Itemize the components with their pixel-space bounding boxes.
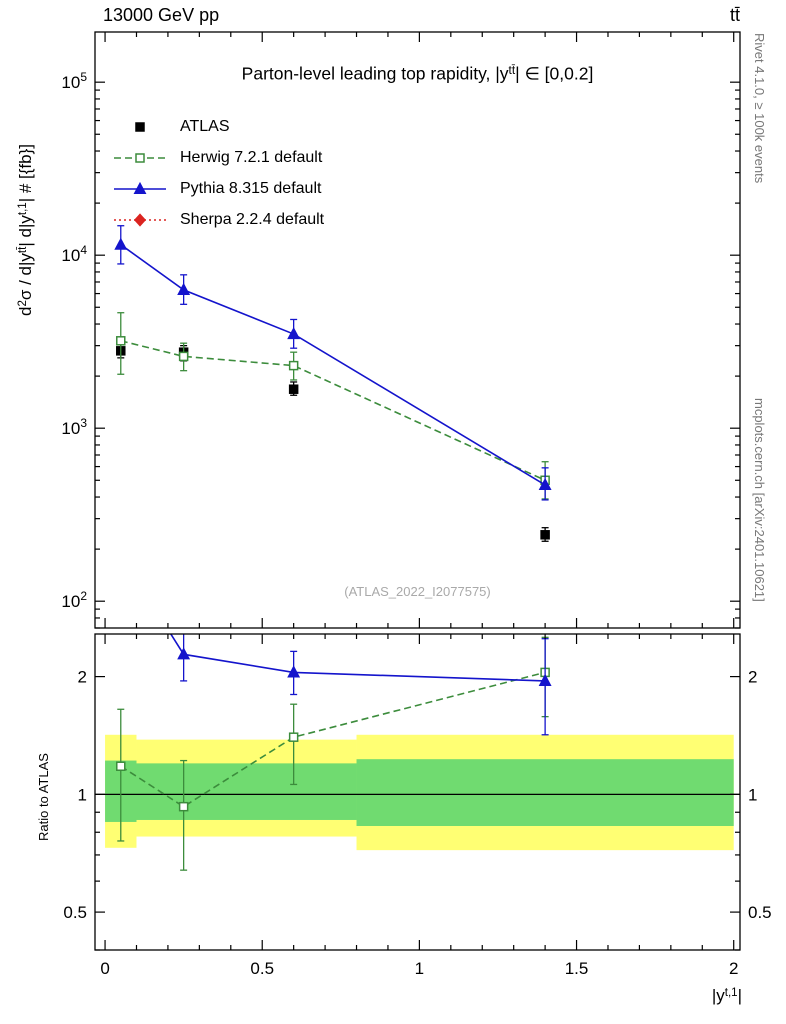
panel-ratio-frame: [94, 633, 741, 951]
svg-text:2: 2: [748, 668, 757, 687]
legend-item-pythia: Pythia 8.315 default: [112, 173, 324, 204]
x-axis-label: |yt,1|: [711, 986, 742, 1005]
panel-main-data: [114, 225, 552, 542]
stat-uncertainty-band: [136, 763, 357, 820]
analysis-id-watermark: (ATLAS_2022_I2077575): [344, 584, 491, 599]
svg-text:102: 102: [61, 589, 87, 611]
svg-text:2: 2: [78, 668, 87, 687]
plot-title-range: | ∈ [0,0.2]: [515, 63, 594, 84]
panel-ratio-data: [95, 634, 740, 871]
svg-text:0.5: 0.5: [63, 903, 87, 922]
svg-text:104: 104: [61, 243, 87, 265]
legend-item-herwig: Herwig 7.2.1 default: [112, 142, 324, 173]
svg-text:2: 2: [729, 959, 738, 978]
legend-item-sherpa: Sherpa 2.2.4 default: [112, 204, 324, 235]
plot-title-text: Parton-level leading top rapidity, |y: [241, 63, 509, 84]
stat-uncertainty-band: [356, 759, 734, 826]
svg-text:1: 1: [78, 785, 87, 804]
svg-text:0.5: 0.5: [748, 903, 772, 922]
plot-title: Parton-level leading top rapidity, |ytt̄…: [95, 63, 740, 84]
panel-main-frame: [94, 31, 741, 629]
svg-text:0.5: 0.5: [250, 959, 274, 978]
atlas-marker-icon: [135, 121, 145, 132]
legend-label-atlas: ATLAS: [180, 117, 230, 135]
beam-energy-label: 13000 GeV pp: [103, 5, 220, 25]
process-label: tt̄: [729, 5, 740, 25]
sherpa-marker-icon: [114, 212, 166, 227]
svg-text:0: 0: [100, 959, 109, 978]
mcplots-reference-note: mcplots.cern.ch [arXiv:2401.10621]: [752, 398, 767, 602]
svg-text:1.5: 1.5: [565, 959, 589, 978]
plot-title-superscript: tt̄: [508, 63, 516, 77]
main-y-axis-label: d2σ / d|ytt̄| d|yt,1| # [{fb}]: [16, 143, 35, 316]
legend-label-sherpa: Sherpa 2.2.4 default: [180, 210, 325, 228]
svg-text:105: 105: [61, 70, 87, 92]
legend-label-herwig: Herwig 7.2.1 default: [180, 148, 323, 166]
svg-text:1: 1: [748, 785, 757, 804]
legend-item-atlas: ATLAS: [112, 111, 324, 142]
svg-text:1: 1: [415, 959, 424, 978]
herwig-marker-icon: [114, 152, 166, 163]
rivet-version-note: Rivet 4.1.0, ≥ 100k events: [752, 33, 767, 184]
ratio-y-axis-label: Ratio to ATLAS: [36, 753, 51, 841]
pythia-marker-icon: [114, 181, 166, 194]
svg-text:103: 103: [61, 416, 87, 438]
legend: ATLAS Herwig 7.2.1 default Pythia 8.315 …: [112, 111, 324, 235]
legend-label-pythia: Pythia 8.315 default: [180, 179, 322, 197]
